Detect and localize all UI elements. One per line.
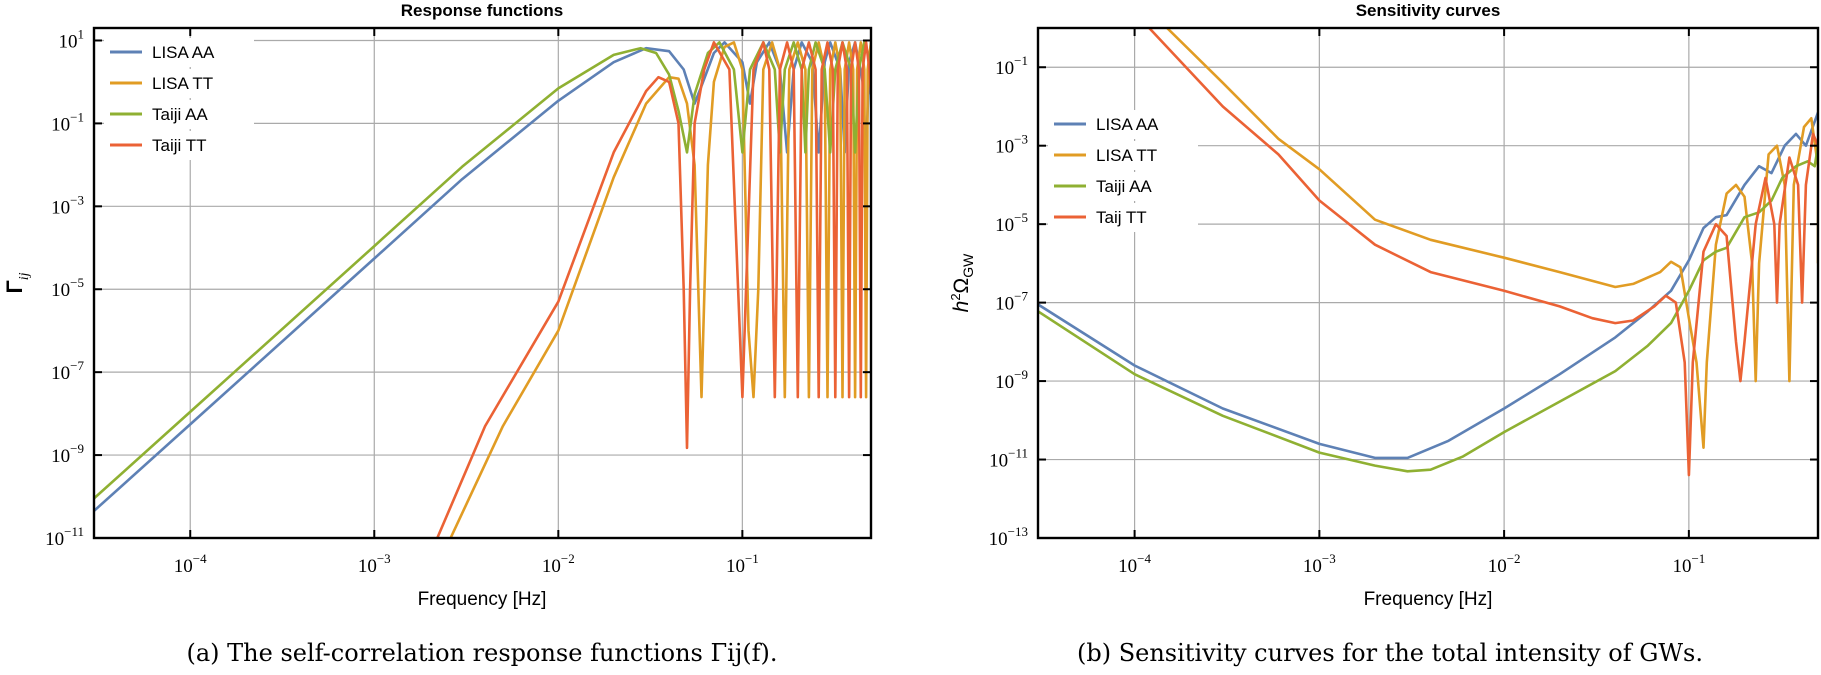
legend-entry: LISA TT [1096,146,1157,165]
y-axis-label-main: h2ΩGW [948,253,976,313]
x-tick-label: 10−3 [358,551,391,577]
x-tick-label: 10−1 [1672,551,1705,577]
y-tick-label: 10−1 [995,53,1028,79]
legend-entry: Taiji TT [152,136,206,155]
series-lisa-tt [1166,28,1818,449]
series-taiji-tt [436,41,871,538]
y-tick-label: 10−7 [51,358,84,384]
y-axis-label-main: Γij [2,272,32,293]
legend: LISA AA LISA TT Taiji AA Taij TT [1048,110,1198,232]
x-tick-label: 10−3 [1303,551,1336,577]
legend-entry: LISA TT [152,74,213,93]
y-tick-label: 10−7 [995,289,1028,315]
x-axis-label: Frequency [Hz] [418,589,547,610]
y-tick-label: 10−9 [995,367,1028,393]
y-tick-label: 10−3 [51,192,84,218]
y-tick-label: 10−5 [995,210,1028,236]
y-tick-label: 10−9 [51,441,84,467]
series-taij-tt [1148,28,1818,477]
legend: LISA AA LISA TT Taiji AA Taiji TT [104,38,254,160]
caption: (b) Sensitivity curves for the total int… [1077,639,1703,667]
x-tick-label: 10−2 [542,551,575,577]
sensitivity-curves-chart: Sensitivity curves 10−4 10−3 10−2 10−110−11… [948,1,1820,667]
legend-entry: Taiji AA [1096,177,1152,196]
legend-entry: Taiji AA [152,105,208,124]
y-tick-label: 10−13 [989,524,1028,550]
y-axis-label: Γij [2,272,32,293]
y-axis-label: h2ΩGW [948,253,976,313]
x-axis-label: Frequency [Hz] [1364,589,1493,610]
y-tick-label: 10−1 [51,109,84,135]
y-tick-label: 10−5 [51,275,84,301]
series-taiji-aa [1038,145,1818,473]
x-tick-label: 10−2 [1488,551,1521,577]
legend-entry: Taij TT [1096,208,1147,227]
y-tick-label: 10−3 [995,132,1028,158]
x-tick-label: 10−1 [726,551,759,577]
legend-entry: LISA AA [1096,115,1159,134]
y-tick-label: 10−11 [989,446,1028,472]
x-tick-label: 10−4 [174,551,207,577]
plot-frame [1036,26,1820,540]
chart-title: Sensitivity curves [1356,1,1501,20]
y-tick-label: 10−11 [45,524,84,550]
response-functions-chart: Response functions 10−4 10−3 10−2 10−1 101 10… [2,1,873,667]
y-tick-label: 101 [59,26,85,52]
x-tick-label: 10−4 [1118,551,1151,577]
series-lisa-aa [1038,112,1818,460]
chart-title: Response functions [401,1,563,20]
caption: (a) The self-correlation response functi… [187,639,778,667]
legend-entry: LISA AA [152,43,215,62]
plot-frame [92,26,873,540]
